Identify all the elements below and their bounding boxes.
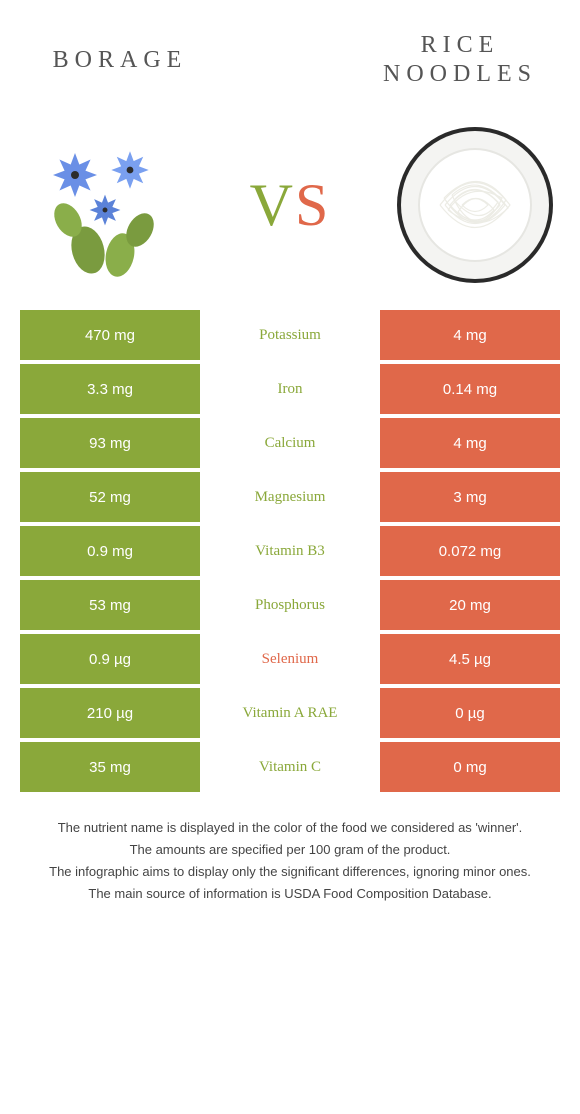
left-value-cell: 93 mg xyxy=(20,418,200,468)
right-value-cell: 3 mg xyxy=(380,472,560,522)
table-row: 52 mgMagnesium3 mg xyxy=(20,472,560,522)
nutrient-name-cell: Potassium xyxy=(200,310,380,360)
left-value-cell: 52 mg xyxy=(20,472,200,522)
noodles-icon xyxy=(390,120,560,290)
right-value-cell: 0 µg xyxy=(380,688,560,738)
vs-s: S xyxy=(295,171,330,240)
footnotes: The nutrient name is displayed in the co… xyxy=(20,818,560,905)
table-row: 3.3 mgIron0.14 mg xyxy=(20,364,560,414)
infographic-container: BORAGE RICE NOODLES xyxy=(0,0,580,905)
vs-label: VS xyxy=(250,171,331,240)
right-food-title: RICE NOODLES xyxy=(360,31,560,89)
footnote-line: The infographic aims to display only the… xyxy=(26,862,554,882)
nutrient-name-cell: Selenium xyxy=(200,634,380,684)
table-row: 93 mgCalcium4 mg xyxy=(20,418,560,468)
nutrient-name-cell: Calcium xyxy=(200,418,380,468)
right-value-cell: 4 mg xyxy=(380,418,560,468)
right-value-cell: 4.5 µg xyxy=(380,634,560,684)
left-value-cell: 3.3 mg xyxy=(20,364,200,414)
right-value-cell: 0.14 mg xyxy=(380,364,560,414)
left-value-cell: 470 mg xyxy=(20,310,200,360)
left-value-cell: 0.9 µg xyxy=(20,634,200,684)
nutrient-name-cell: Vitamin B3 xyxy=(200,526,380,576)
borage-image xyxy=(20,120,190,290)
left-value-cell: 210 µg xyxy=(20,688,200,738)
table-row: 210 µgVitamin A RAE0 µg xyxy=(20,688,560,738)
nutrient-name-cell: Vitamin A RAE xyxy=(200,688,380,738)
left-value-cell: 0.9 mg xyxy=(20,526,200,576)
nutrient-table: 470 mgPotassium4 mg3.3 mgIron0.14 mg93 m… xyxy=(20,310,560,792)
nutrient-name-cell: Iron xyxy=(200,364,380,414)
nutrient-name-cell: Magnesium xyxy=(200,472,380,522)
right-value-cell: 0.072 mg xyxy=(380,526,560,576)
table-row: 53 mgPhosphorus20 mg xyxy=(20,580,560,630)
footnote-line: The amounts are specified per 100 gram o… xyxy=(26,840,554,860)
left-food-title: BORAGE xyxy=(20,46,220,75)
table-row: 0.9 mgVitamin B30.072 mg xyxy=(20,526,560,576)
image-row: VS xyxy=(20,110,560,300)
table-row: 35 mgVitamin C0 mg xyxy=(20,742,560,792)
nutrient-name-cell: Phosphorus xyxy=(200,580,380,630)
borage-icon xyxy=(20,120,190,290)
vs-v: V xyxy=(250,171,295,240)
left-value-cell: 53 mg xyxy=(20,580,200,630)
right-value-cell: 0 mg xyxy=(380,742,560,792)
right-value-cell: 4 mg xyxy=(380,310,560,360)
left-value-cell: 35 mg xyxy=(20,742,200,792)
table-row: 0.9 µgSelenium4.5 µg xyxy=(20,634,560,684)
nutrient-name-cell: Vitamin C xyxy=(200,742,380,792)
right-value-cell: 20 mg xyxy=(380,580,560,630)
title-row: BORAGE RICE NOODLES xyxy=(20,20,560,100)
noodles-image xyxy=(390,120,560,290)
footnote-line: The main source of information is USDA F… xyxy=(26,884,554,904)
table-row: 470 mgPotassium4 mg xyxy=(20,310,560,360)
footnote-line: The nutrient name is displayed in the co… xyxy=(26,818,554,838)
